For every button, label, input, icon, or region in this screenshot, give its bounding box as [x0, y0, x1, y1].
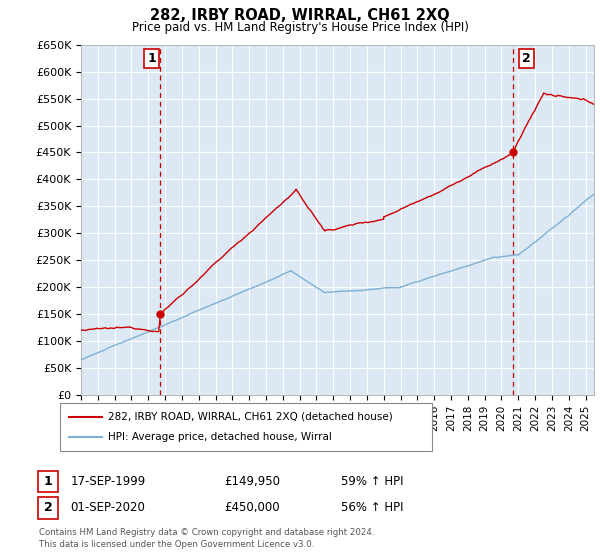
Text: 1: 1	[148, 52, 157, 65]
Text: Price paid vs. HM Land Registry's House Price Index (HPI): Price paid vs. HM Land Registry's House …	[131, 21, 469, 34]
Text: 1: 1	[44, 475, 52, 488]
Text: 01-SEP-2020: 01-SEP-2020	[71, 501, 145, 515]
Text: 282, IRBY ROAD, WIRRAL, CH61 2XQ (detached house): 282, IRBY ROAD, WIRRAL, CH61 2XQ (detach…	[108, 412, 393, 422]
Text: 2: 2	[522, 52, 530, 65]
Text: £450,000: £450,000	[224, 501, 280, 515]
Text: £149,950: £149,950	[224, 475, 280, 488]
Text: Contains HM Land Registry data © Crown copyright and database right 2024.
This d: Contains HM Land Registry data © Crown c…	[39, 528, 374, 549]
Text: 282, IRBY ROAD, WIRRAL, CH61 2XQ: 282, IRBY ROAD, WIRRAL, CH61 2XQ	[150, 8, 450, 24]
Text: 17-SEP-1999: 17-SEP-1999	[70, 475, 146, 488]
Text: 59% ↑ HPI: 59% ↑ HPI	[341, 475, 403, 488]
Text: 56% ↑ HPI: 56% ↑ HPI	[341, 501, 403, 515]
Text: 2: 2	[44, 501, 52, 515]
Text: HPI: Average price, detached house, Wirral: HPI: Average price, detached house, Wirr…	[108, 432, 332, 442]
